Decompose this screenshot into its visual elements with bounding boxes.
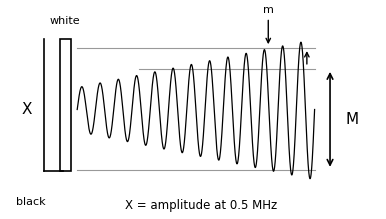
Text: m: m xyxy=(263,5,274,15)
Text: M: M xyxy=(345,112,359,127)
Text: X = amplitude at 0.5 MHz: X = amplitude at 0.5 MHz xyxy=(125,200,277,212)
Text: X: X xyxy=(22,102,32,117)
Text: white: white xyxy=(49,16,80,26)
Bar xyxy=(60,39,71,171)
Text: black: black xyxy=(16,197,46,207)
